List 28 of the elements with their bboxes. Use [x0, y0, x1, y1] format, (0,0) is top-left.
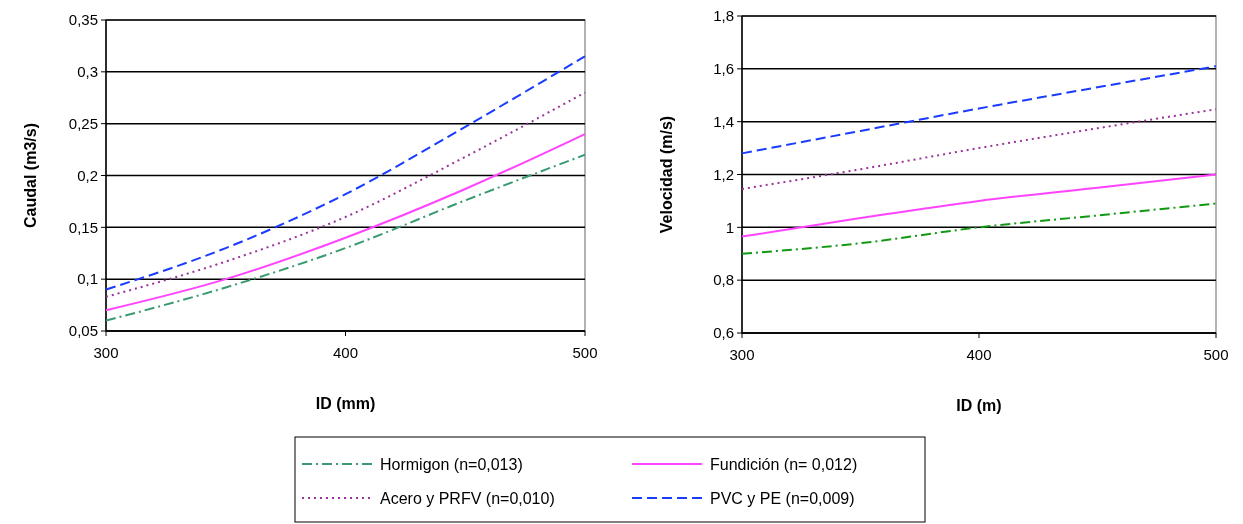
y-tick-label: 1,8 [713, 7, 734, 25]
x-axis-title: ID (mm) [315, 395, 376, 412]
x-axis-title: ID (m) [956, 397, 1002, 414]
y-tick-label: 0,25 [68, 114, 98, 132]
y-tick-label: 1,4 [713, 112, 734, 130]
y-tick-label: 0,3 [77, 63, 98, 81]
y-tick-label: 0,05 [68, 322, 98, 340]
y-tick-label: 0,2 [77, 166, 98, 184]
x-tick-label: 500 [1203, 346, 1229, 363]
x-tick-label: 400 [966, 346, 992, 363]
x-tick-label: 500 [572, 344, 598, 361]
y-tick-label: 1 [725, 218, 734, 236]
legend-label: PVC y PE (n=0,009) [710, 489, 855, 507]
legend-label: Fundición (n= 0,012) [710, 455, 858, 473]
y-tick-label: 0,15 [68, 218, 98, 236]
y-tick-label: 0,35 [68, 11, 98, 29]
y-tick-label: 0,1 [77, 270, 98, 288]
legend-label: Acero y PRFV (n=0,010) [380, 489, 555, 507]
y-axis-title: Velocidad (m/s) [658, 115, 675, 234]
y-tick-label: 0,6 [713, 324, 734, 342]
x-tick-label: 400 [332, 344, 359, 361]
x-tick-label: 300 [93, 344, 119, 361]
y-tick-label: 0,8 [713, 271, 734, 289]
legend-label: Hormigon (n=0,013) [380, 455, 523, 473]
x-tick-label: 300 [729, 346, 755, 363]
y-tick-label: 1,6 [713, 60, 734, 78]
y-tick-label: 1,2 [713, 165, 734, 183]
y-axis-title: Caudal (m3/s) [22, 123, 39, 228]
